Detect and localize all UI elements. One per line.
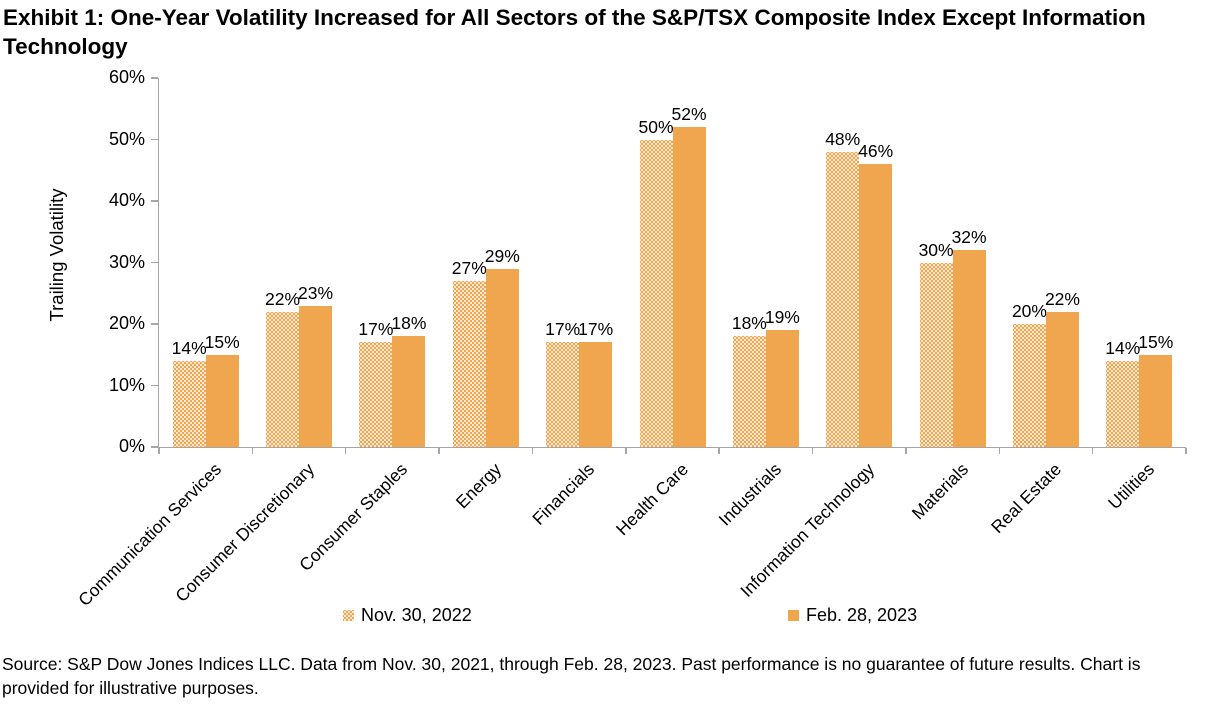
bar-value-label: 52% xyxy=(671,104,707,125)
x-axis-tick xyxy=(1185,448,1187,454)
y-axis-tick-label: 30% xyxy=(108,251,145,272)
source-note: Source: S&P Dow Jones Indices LLC. Data … xyxy=(2,654,1141,698)
y-axis-tick xyxy=(151,323,158,325)
y-axis-tick xyxy=(151,138,158,141)
y-axis-tick-label: 50% xyxy=(108,128,145,149)
y-axis-tick-label: 10% xyxy=(108,374,145,395)
x-category-label: Communication Services xyxy=(73,459,225,611)
y-axis-tick-label: 20% xyxy=(108,313,145,333)
y-axis-title: Trailing Volatility xyxy=(46,188,67,322)
bar-feb-28-2023 xyxy=(392,336,426,447)
bar-value-label: 46% xyxy=(858,141,894,162)
legend-item-nov-30-2022: Nov. 30, 2022 xyxy=(343,605,472,626)
bar-value-label: 48% xyxy=(825,128,861,149)
bar-nov-30-2022 xyxy=(826,151,860,447)
x-category-label: Industrials xyxy=(714,459,786,530)
bar-feb-28-2023 xyxy=(672,127,706,447)
x-axis-tick xyxy=(251,448,254,454)
x-axis-tick xyxy=(344,448,347,454)
bar-nov-30-2022 xyxy=(172,360,206,447)
y-axis-tick-label: 40% xyxy=(108,190,145,210)
x-axis-tick xyxy=(531,448,534,454)
x-axis-tick xyxy=(158,448,160,454)
bar-feb-28-2023 xyxy=(952,250,986,447)
x-axis-tick xyxy=(998,448,1001,454)
bar-value-label: 17% xyxy=(545,319,581,340)
legend-item-feb-28-2023: Feb. 28, 2023 xyxy=(788,605,917,626)
bar-nov-30-2022 xyxy=(266,311,300,447)
bar-value-label: 18% xyxy=(731,313,767,334)
bar-nov-30-2022 xyxy=(1012,324,1046,447)
bar-value-label: 27% xyxy=(451,257,487,278)
y-axis-tick xyxy=(151,384,158,387)
bar-value-label: 50% xyxy=(638,116,674,137)
y-axis-tick xyxy=(151,200,158,202)
bar-value-label: 15% xyxy=(204,331,240,352)
bar-value-label: 22% xyxy=(1044,288,1080,309)
y-axis-tick-label: 60% xyxy=(108,67,145,87)
bar-feb-28-2023 xyxy=(1045,311,1079,447)
bar-value-label: 14% xyxy=(1105,337,1141,358)
legend-label-nov-30-2022: Nov. 30, 2022 xyxy=(361,605,472,625)
bar-value-label: 14% xyxy=(171,337,207,358)
bar-feb-28-2023 xyxy=(765,330,799,447)
x-category-label: Utilities xyxy=(1104,459,1159,514)
y-axis-tick xyxy=(151,446,158,448)
bar-nov-30-2022 xyxy=(732,336,766,447)
x-axis-tick xyxy=(905,448,907,454)
x-axis-tick xyxy=(1091,448,1094,454)
bar-value-label: 30% xyxy=(918,239,954,260)
chart-title: Exhibit 1: One-Year Volatility Increased… xyxy=(3,5,1146,59)
x-axis-tick xyxy=(718,448,720,454)
y-axis-tick xyxy=(151,261,158,264)
x-axis-tick xyxy=(438,448,440,454)
bar-value-label: 15% xyxy=(1138,331,1174,352)
bar-value-label: 18% xyxy=(391,313,427,334)
bar-value-label: 32% xyxy=(951,227,987,248)
y-axis-tick-label: 0% xyxy=(118,436,145,456)
bar-feb-28-2023 xyxy=(859,164,893,447)
bar-feb-28-2023 xyxy=(299,305,333,447)
x-category-label: Consumer Discretionary xyxy=(171,459,319,606)
x-axis-tick xyxy=(625,448,627,454)
bar-nov-30-2022 xyxy=(639,139,673,447)
bar-value-label: 22% xyxy=(265,288,301,309)
bar-nov-30-2022 xyxy=(546,342,580,447)
bar-value-label: 19% xyxy=(764,307,800,328)
bar-nov-30-2022 xyxy=(919,262,953,447)
y-axis-tick xyxy=(151,77,158,79)
bar-value-label: 20% xyxy=(1011,301,1047,321)
bar-feb-28-2023 xyxy=(485,268,519,447)
x-axis-tick xyxy=(811,448,814,454)
bar-nov-30-2022 xyxy=(452,280,486,447)
bar-nov-30-2022 xyxy=(359,342,393,447)
legend-swatch-dotted-icon xyxy=(343,610,354,621)
legend-swatch-solid-icon xyxy=(788,610,799,621)
plot-area: 0% 10% 20% 30% 40% 50% 60% 14% 15% Communication … xyxy=(74,67,1187,610)
bar-feb-28-2023 xyxy=(205,354,239,447)
x-category-label: Health Care xyxy=(611,459,692,540)
bar-value-label: 17% xyxy=(358,319,394,340)
bar-value-label: 23% xyxy=(298,282,334,303)
bar-feb-28-2023 xyxy=(1139,354,1173,447)
bar-nov-30-2022 xyxy=(1106,360,1140,447)
bar-value-label: 29% xyxy=(484,245,520,266)
bar-value-label: 17% xyxy=(578,319,614,340)
bar-feb-28-2023 xyxy=(579,342,613,447)
legend-label-feb-28-2023: Feb. 28, 2023 xyxy=(806,605,918,625)
